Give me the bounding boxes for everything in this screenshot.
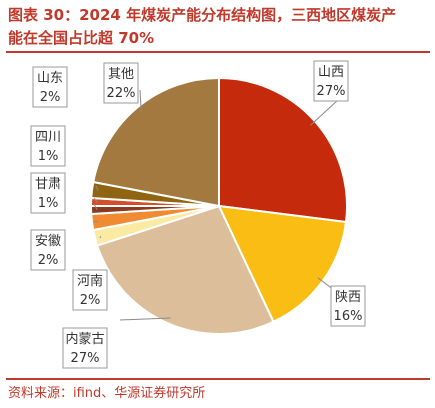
leader-line-7 xyxy=(95,185,99,191)
leader-line-6 xyxy=(93,197,98,203)
slice-label-box-7 xyxy=(32,66,68,108)
slice-label-name-8: 其他 xyxy=(108,67,134,82)
slice-label-name-7: 山东 xyxy=(37,71,63,86)
slice-label-box-3 xyxy=(72,269,108,311)
slice-label-value-8: 22% xyxy=(107,86,136,101)
slice-label-name-3: 河南 xyxy=(77,273,103,289)
slice-label-value-3: 2% xyxy=(80,293,101,308)
pie-slice-2 xyxy=(95,204,275,335)
slice-label-name-5: 甘肃 xyxy=(35,177,61,192)
slice-labels: 山西 27% 陕西 16% 内蒙古 27% 河南 2% 安徽 2% 甘肃 1% 四川 1% 山东 2% 其他 22… xyxy=(30,60,366,369)
leader-lines xyxy=(93,89,339,321)
slice-label-name-2: 内蒙古 xyxy=(65,331,104,347)
chart-title-line-1: 图表 30：2024 年煤炭产能分布结构图，三西地区煤炭产 xyxy=(8,6,397,24)
slice-label-box-1 xyxy=(330,285,366,327)
slice-label-name-1: 陕西 xyxy=(335,290,361,305)
slice-label-box-6 xyxy=(30,125,66,167)
leader-line-3 xyxy=(99,236,102,239)
slice-label-name-4: 安徽 xyxy=(35,234,61,249)
slice-label-value-2: 27% xyxy=(71,351,100,366)
leader-line-8 xyxy=(139,89,142,113)
slice-label-name-0: 山西 xyxy=(318,65,344,80)
source-divider xyxy=(6,378,430,380)
leader-line-2 xyxy=(119,317,171,321)
slice-label-value-7: 2% xyxy=(40,90,61,105)
leader-line-4 xyxy=(93,220,99,223)
slice-label-box-2 xyxy=(62,327,108,369)
chart-title-line-2: 能在全国占比超 70% xyxy=(8,29,155,47)
slice-label-box-4 xyxy=(30,229,66,271)
slice-label-value-0: 27% xyxy=(317,84,346,99)
pie-slices xyxy=(89,76,348,335)
slice-label-box-0 xyxy=(313,60,349,102)
slice-label-value-5: 1% xyxy=(38,196,59,211)
slice-label-value-6: 1% xyxy=(38,149,59,164)
leader-line-0 xyxy=(310,99,339,126)
chart-title: 图表 30：2024 年煤炭产能分布结构图，三西地区煤炭产 能在全国占比超 70… xyxy=(8,4,428,50)
title-divider xyxy=(6,51,430,53)
slice-label-box-5 xyxy=(30,172,66,214)
slice-label-value-4: 2% xyxy=(38,253,59,268)
source-note: 资料来源：ifind、华源证券研究所 xyxy=(8,386,206,401)
leader-line-5 xyxy=(93,203,98,211)
pie-slice-8 xyxy=(92,76,220,208)
slice-label-box-8 xyxy=(103,62,139,104)
slice-label-value-1: 16% xyxy=(334,309,363,324)
slice-label-name-6: 四川 xyxy=(35,130,61,145)
